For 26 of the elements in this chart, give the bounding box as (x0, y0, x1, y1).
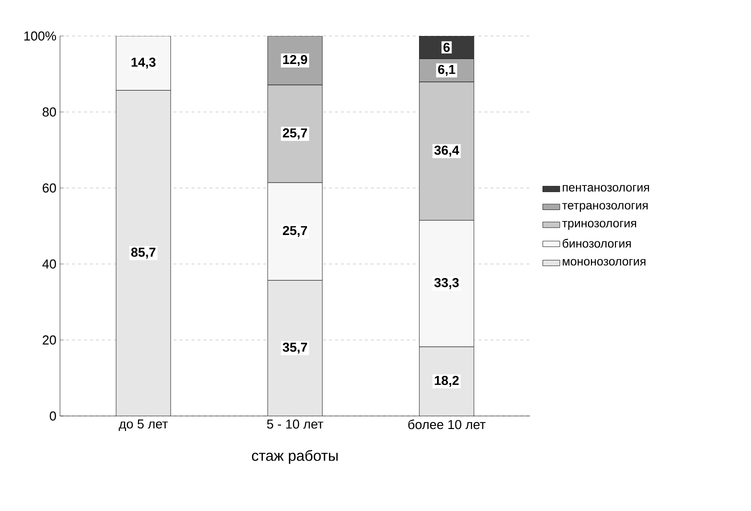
data-label: 25,7 (282, 226, 308, 238)
data-label: 25,7 (282, 128, 308, 140)
data-label: 12,9 (283, 54, 308, 66)
x-axis-title: стаж работы (252, 450, 338, 464)
legend-label: мононозология (562, 259, 646, 266)
x-tick-label: 5 - 10 лет (267, 420, 324, 429)
data-label: 85,7 (131, 248, 156, 259)
y-tick-label: 20 (42, 335, 56, 345)
x-tick-label: более 10 лет (408, 420, 486, 430)
y-tick-label: 40 (42, 259, 56, 269)
data-label: 6,1 (438, 64, 456, 76)
data-label: 35,7 (282, 342, 308, 354)
legend-label: пентанозология (562, 185, 649, 192)
y-tick-label: 0 (50, 411, 56, 421)
data-label: 18,2 (434, 376, 459, 387)
data-label: 33,3 (434, 278, 459, 290)
legend-label: бинозология (562, 238, 631, 248)
data-label: 14,3 (132, 58, 156, 69)
y-tick-label: 100% (24, 31, 56, 41)
data-label: 6 (443, 42, 450, 52)
y-tick-label: 80 (42, 107, 56, 117)
data-label: 36,4 (434, 146, 460, 157)
legend-label: тринозология (562, 220, 636, 230)
x-tick-label: до 5 лет (118, 420, 168, 431)
y-tick-label: 60 (42, 183, 56, 193)
legend-label: тетранозология (562, 202, 648, 212)
